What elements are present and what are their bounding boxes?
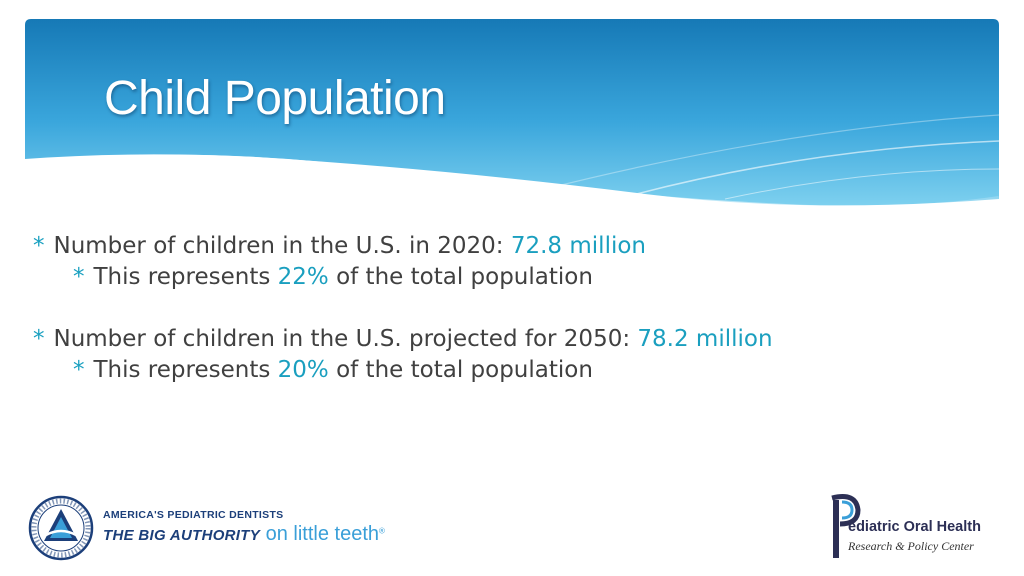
aapd-line2-light: on little teeth [260,523,380,545]
bullet-text: Number of children in the U.S. projected… [53,326,638,352]
aapd-logo: AMERICA'S PEDIATRIC DENTISTS THE BIG AUT… [28,494,408,562]
porh-p-icon [831,494,861,558]
bullet-item: * Number of children in the U.S. in 2020:… [33,233,646,259]
bullet-text: Number of children in the U.S. in 2020: [53,233,511,259]
sub-bullet-text-after: of the total population [328,264,593,290]
header-wave-graphic [25,19,999,219]
sub-bullet-item: * This represents 22% of the total popula… [73,264,593,290]
header-banner: Child Population [25,19,999,219]
aapd-line2-bold: THE BIG AUTHORITY [103,527,261,544]
porh-line1: ediatric Oral Health [848,519,981,535]
aapd-seal-icon [28,495,94,561]
highlight-percent: 22% [277,264,329,290]
aapd-line2: THE BIG AUTHORITY on little teeth® [103,523,385,546]
sub-bullet-item: * This represents 20% of the total popula… [73,357,593,383]
highlight-percent: 20% [277,357,329,383]
highlight-value: 78.2 million [637,326,773,352]
sub-bullet-marker: * [73,264,85,290]
bullet-item: * Number of children in the U.S. projecte… [33,326,773,352]
bullet-marker: * [33,233,45,259]
porh-logo: ediatric Oral Health Research & Policy C… [826,492,996,564]
highlight-value: 72.8 million [510,233,646,259]
page-title: Child Population [104,72,446,125]
aapd-tagline: AMERICA'S PEDIATRIC DENTISTS THE BIG AUT… [103,509,385,546]
bullet-marker: * [33,326,45,352]
sub-bullet-marker: * [73,357,85,383]
sub-bullet-text-before: This represents [93,357,278,383]
aapd-line1: AMERICA'S PEDIATRIC DENTISTS [103,509,284,521]
porh-line2: Research & Policy Center [848,539,974,553]
sub-bullet-text-after: of the total population [328,357,593,383]
sub-bullet-text-before: This represents [93,264,278,290]
registered-mark: ® [379,526,385,536]
